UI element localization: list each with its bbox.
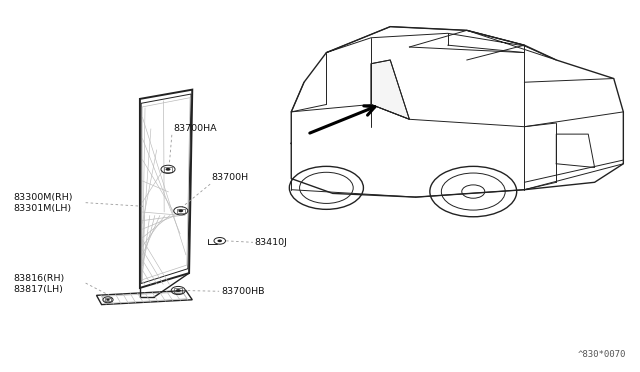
Text: 83700HB: 83700HB (221, 287, 264, 296)
Circle shape (462, 185, 484, 198)
Circle shape (442, 173, 505, 210)
Circle shape (300, 172, 353, 203)
Circle shape (166, 168, 170, 171)
Bar (164, 167, 172, 171)
Text: 83410J: 83410J (254, 238, 287, 247)
Polygon shape (371, 60, 410, 119)
Text: 83300M(RH)
83301M(LH): 83300M(RH) 83301M(LH) (13, 193, 73, 213)
Circle shape (176, 289, 180, 292)
Circle shape (106, 299, 110, 301)
Bar (174, 288, 182, 293)
Circle shape (179, 209, 183, 212)
Polygon shape (140, 90, 192, 288)
Text: 83700HA: 83700HA (173, 124, 217, 134)
Polygon shape (97, 291, 192, 305)
Text: 83700H: 83700H (211, 173, 248, 182)
Circle shape (218, 240, 222, 242)
Bar (177, 209, 185, 213)
Text: 83816(RH)
83817(LH): 83816(RH) 83817(LH) (13, 274, 65, 294)
Text: ^830*0070: ^830*0070 (578, 350, 627, 359)
Bar (105, 298, 111, 301)
